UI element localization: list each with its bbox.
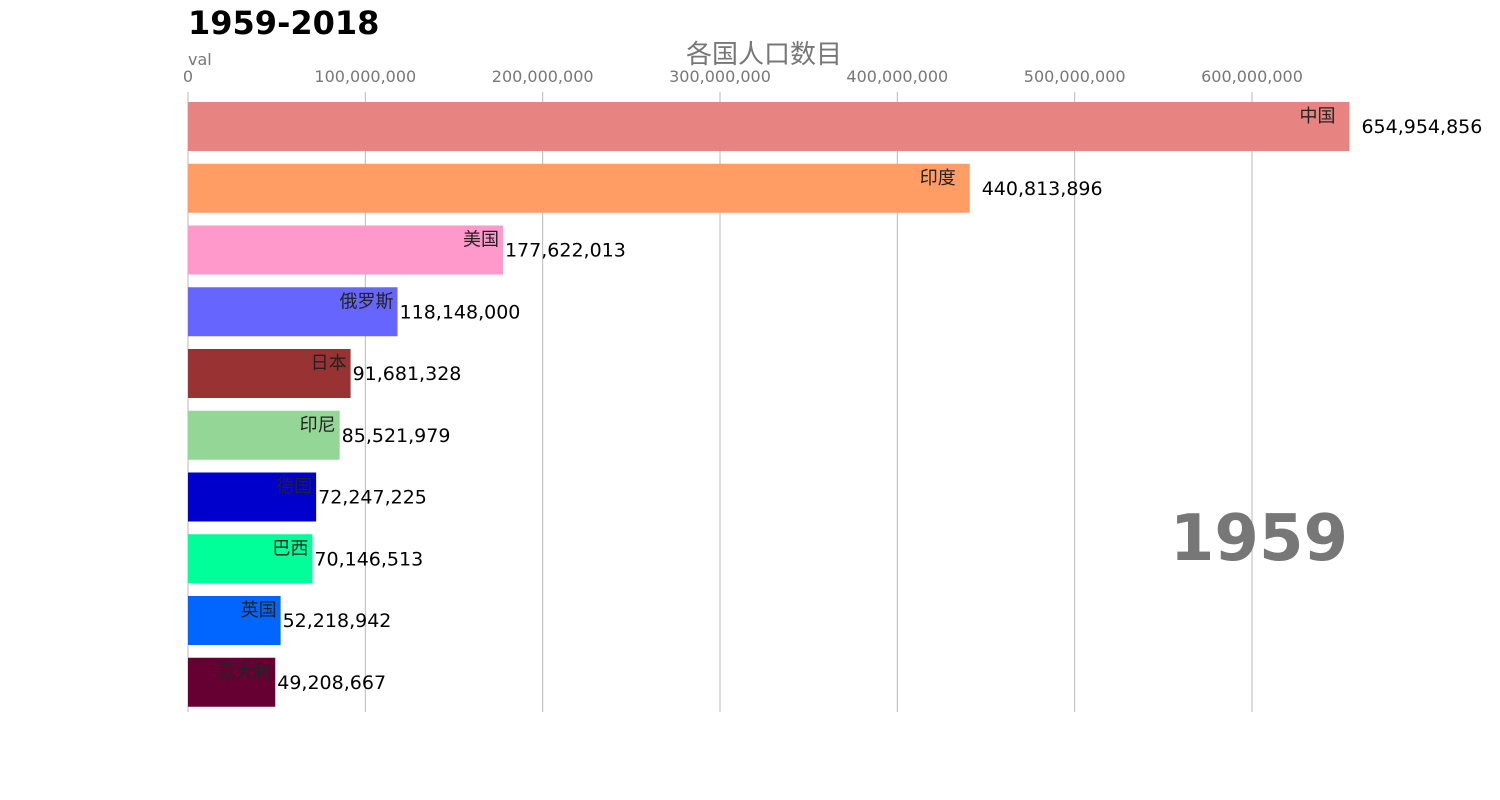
bar-value-label: 49,208,667 bbox=[277, 672, 386, 694]
bars bbox=[188, 102, 1350, 707]
bar-category-label: 英国 bbox=[241, 600, 277, 621]
bar bbox=[188, 657, 276, 707]
bar bbox=[188, 410, 340, 460]
bar-category-label: 美国 bbox=[463, 230, 499, 251]
x-axis-label: val bbox=[188, 50, 212, 69]
bar-category-label: 巴西 bbox=[272, 538, 308, 559]
bar bbox=[188, 225, 503, 275]
bar-value-label: 70,146,513 bbox=[314, 548, 423, 570]
bar-category-label: 印度 bbox=[920, 168, 956, 189]
bar-value-label: 52,218,942 bbox=[283, 610, 392, 632]
x-tick-label: 400,000,000 bbox=[846, 67, 948, 86]
x-tick-label: 300,000,000 bbox=[669, 67, 771, 86]
bar-value-label: 654,954,856 bbox=[1361, 116, 1482, 138]
bar bbox=[188, 102, 1350, 151]
x-tick-label: 600,000,000 bbox=[1201, 67, 1303, 86]
year-label: 1959 bbox=[1170, 502, 1348, 576]
bar bbox=[188, 596, 281, 645]
bar bbox=[188, 472, 317, 522]
bar-value-label: 91,681,328 bbox=[353, 363, 462, 385]
bar bbox=[188, 163, 970, 213]
bar bbox=[188, 349, 351, 398]
bar-category-label: 俄罗斯 bbox=[340, 291, 394, 312]
chart-title: 1959-2018 bbox=[188, 4, 380, 42]
bar-value-label: 85,521,979 bbox=[342, 425, 451, 447]
bar-labels: 中国 654,954,856 印度 440,813,896 美国 177,622,013 俄… bbox=[217, 106, 1482, 694]
bar-value-label: 72,247,225 bbox=[318, 487, 427, 509]
x-tick-label: 500,000,000 bbox=[1024, 67, 1126, 86]
bar-category-label: 印尼 bbox=[300, 415, 336, 436]
bar-value-label: 118,148,000 bbox=[400, 301, 521, 323]
x-tick-label: 200,000,000 bbox=[492, 67, 594, 86]
bar bbox=[188, 287, 398, 337]
bar-category-label: 意大利 bbox=[217, 662, 271, 683]
chart-subtitle: 各国人口数目 bbox=[686, 40, 843, 70]
bar-category-label: 日本 bbox=[311, 353, 347, 374]
bar-value-label: 440,813,896 bbox=[982, 178, 1103, 200]
x-axis-ticks: 0 100,000,000 200,000,000 300,000,000 400,00… bbox=[183, 67, 1303, 86]
x-tick-label: 100,000,000 bbox=[314, 67, 416, 86]
bar-category-label: 中国 bbox=[1299, 106, 1335, 127]
bar bbox=[188, 534, 313, 584]
bar-category-label: 德国 bbox=[276, 477, 312, 498]
x-tick-label: 0 bbox=[183, 67, 193, 86]
bar-value-label: 177,622,013 bbox=[505, 240, 626, 262]
